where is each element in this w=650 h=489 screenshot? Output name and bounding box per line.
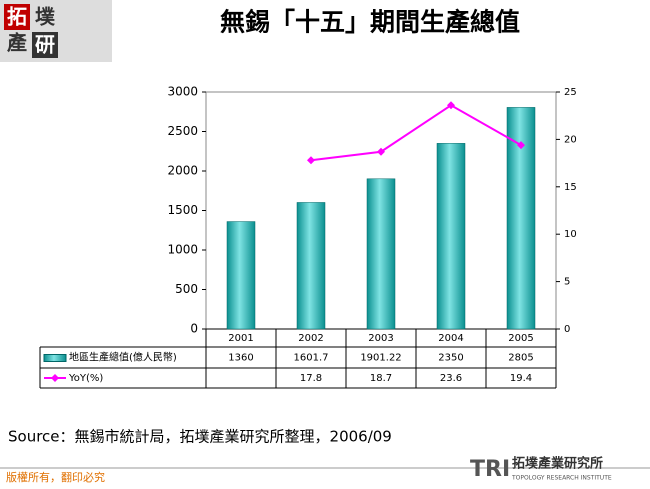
table-value: 18.7 bbox=[370, 373, 392, 384]
source: Source：無錫市統計局，拓墣產業研究所整理，2006/09 bbox=[8, 428, 392, 446]
y-tick-label: 2000 bbox=[167, 164, 198, 178]
table-value: 19.4 bbox=[510, 373, 532, 384]
marker bbox=[377, 147, 385, 156]
bar bbox=[436, 143, 466, 330]
x-tick-label: 2005 bbox=[508, 333, 533, 344]
y-tick-label: 3000 bbox=[167, 85, 198, 99]
y2-tick-label: 15 bbox=[564, 182, 577, 193]
logo-box bbox=[4, 4, 30, 30]
table-value: 1360 bbox=[228, 353, 253, 364]
chart-title: 無錫「十五」期間生產總值 bbox=[220, 8, 520, 37]
table-value: 1601.7 bbox=[294, 353, 329, 364]
bar bbox=[296, 202, 326, 330]
line bbox=[310, 104, 522, 162]
legend-key bbox=[51, 374, 59, 382]
legend-key bbox=[43, 354, 67, 362]
table-value: 17.8 bbox=[300, 373, 322, 384]
logo-char: 產 bbox=[7, 31, 27, 55]
y2-tick-label: 5 bbox=[564, 277, 570, 288]
y-tick-label: 0 bbox=[190, 322, 198, 336]
bar bbox=[226, 221, 256, 330]
y2-tick-label: 20 bbox=[564, 134, 577, 145]
legend-label: YoY(%) bbox=[68, 373, 103, 384]
bar bbox=[366, 178, 396, 330]
y-tick-label: 2500 bbox=[167, 124, 198, 138]
copyright: 版權所有，翻印必究 bbox=[6, 470, 105, 484]
marker bbox=[307, 156, 315, 165]
marker bbox=[447, 101, 455, 110]
y-tick-label: 1500 bbox=[167, 203, 198, 217]
table-value: 1901.22 bbox=[360, 353, 401, 364]
x-tick-label: 2003 bbox=[368, 333, 393, 344]
org: 拓墣產業研究所 bbox=[512, 456, 603, 472]
legend-label: 地區生產總值(億人民幣) bbox=[69, 351, 177, 364]
y-tick-label: 1000 bbox=[167, 243, 198, 257]
brand: TRI bbox=[470, 457, 510, 482]
x-tick-label: 2001 bbox=[228, 333, 253, 344]
y-tick-label: 500 bbox=[175, 282, 198, 296]
x-tick-label: 2004 bbox=[438, 333, 463, 344]
logo-char: 拓 bbox=[7, 5, 27, 29]
y2-tick-label: 10 bbox=[564, 229, 577, 240]
y2-tick-label: 0 bbox=[564, 324, 570, 335]
x-tick-label: 2002 bbox=[298, 333, 323, 344]
logo-box bbox=[32, 32, 58, 58]
marker bbox=[517, 141, 525, 150]
table-value: 23.6 bbox=[440, 373, 462, 384]
org-en: TOPOLOGY RESEARCH INSTITUTE bbox=[511, 475, 612, 482]
logo-char: 研 bbox=[35, 33, 55, 57]
table-value: 2805 bbox=[508, 353, 533, 364]
logo-char: 墣 bbox=[35, 5, 56, 29]
table-value: 2350 bbox=[438, 353, 463, 364]
y2-tick-label: 25 bbox=[564, 87, 577, 98]
